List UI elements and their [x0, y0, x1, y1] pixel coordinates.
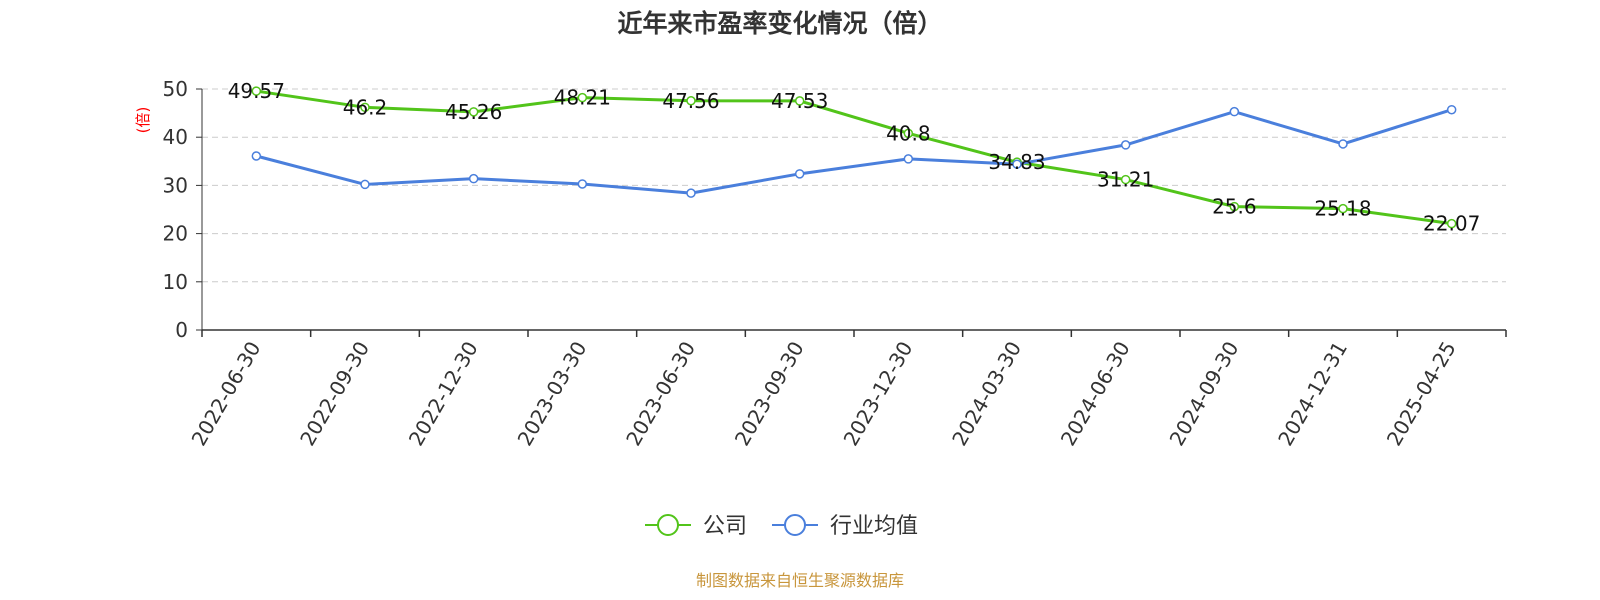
legend-label: 行业均值: [830, 514, 918, 539]
data-point: [686, 188, 696, 198]
legend-marker: [657, 514, 679, 536]
data-point: [468, 107, 479, 117]
data-label: 31.21: [1097, 168, 1154, 192]
series-line-1: [256, 89, 1452, 226]
x-tick-label: 2024-03-30: [947, 337, 1026, 450]
data-point: [251, 86, 262, 96]
data-point: [1012, 159, 1022, 169]
y-tick-label: 10: [163, 270, 188, 294]
data-point: [903, 128, 914, 139]
data-label: 48.21: [554, 86, 611, 110]
x-tick-label: 2023-06-30: [621, 337, 700, 450]
data-point: [686, 96, 696, 106]
data-point: [1120, 174, 1131, 185]
data-point: [794, 96, 805, 106]
y-tick-label: 30: [163, 173, 188, 197]
data-point: [1446, 104, 1457, 115]
data-point: [903, 154, 914, 164]
data-point: [794, 169, 805, 179]
data-label: 25.6: [1212, 195, 1257, 219]
x-tick-label: 2024-12-31: [1273, 337, 1352, 450]
data-point: [251, 151, 262, 161]
x-tick-label: 2022-09-30: [295, 337, 374, 450]
series-line-2: [255, 108, 1453, 195]
data-point: [360, 179, 370, 190]
legend-marker: [784, 514, 806, 536]
x-tick-label: 2024-09-30: [1165, 337, 1244, 450]
x-tick-label: 2023-12-30: [839, 337, 918, 450]
data-label: 25.18: [1314, 197, 1371, 221]
x-tick-label: 2022-12-30: [404, 337, 483, 450]
y-tick-label: 20: [163, 222, 188, 246]
data-label: 34.83: [988, 150, 1045, 174]
y-tick-label: 40: [163, 125, 188, 149]
x-tick-label: 2022-06-30: [187, 337, 266, 450]
x-tick-label: 2025-04-25: [1382, 337, 1461, 450]
data-label: 22.07: [1423, 212, 1480, 236]
data-point: [1120, 140, 1131, 150]
data-label: 45.26: [445, 100, 502, 124]
data-point: [1338, 139, 1348, 149]
data-point: [577, 92, 588, 103]
data-point: [468, 173, 479, 184]
data-source-note: 制图数据来自恒生聚源数据库: [695, 571, 904, 590]
y-tick-label: 0: [175, 318, 188, 342]
data-label: 40.8: [886, 121, 931, 145]
data-point: [1229, 106, 1240, 117]
data-point: [1338, 203, 1348, 214]
data-point: [577, 179, 588, 189]
data-label: 47.53: [771, 89, 828, 113]
data-label: 49.57: [228, 79, 285, 103]
data-point: [1446, 218, 1457, 229]
data-point: [360, 102, 370, 113]
x-tick-label: 2024-06-30: [1056, 337, 1135, 450]
data-point: [1229, 201, 1240, 212]
x-tick-label: 2023-03-30: [513, 337, 592, 450]
y-tick-label: 50: [163, 77, 188, 101]
y-axis-label: (倍): [134, 107, 152, 134]
legend-label: 公司: [703, 514, 747, 539]
chart-title: 近年来市盈率变化情况（倍）: [617, 9, 943, 38]
data-label: 47.56: [662, 89, 719, 113]
data-label: 46.2: [343, 95, 388, 119]
x-tick-label: 2023-09-30: [730, 337, 809, 450]
